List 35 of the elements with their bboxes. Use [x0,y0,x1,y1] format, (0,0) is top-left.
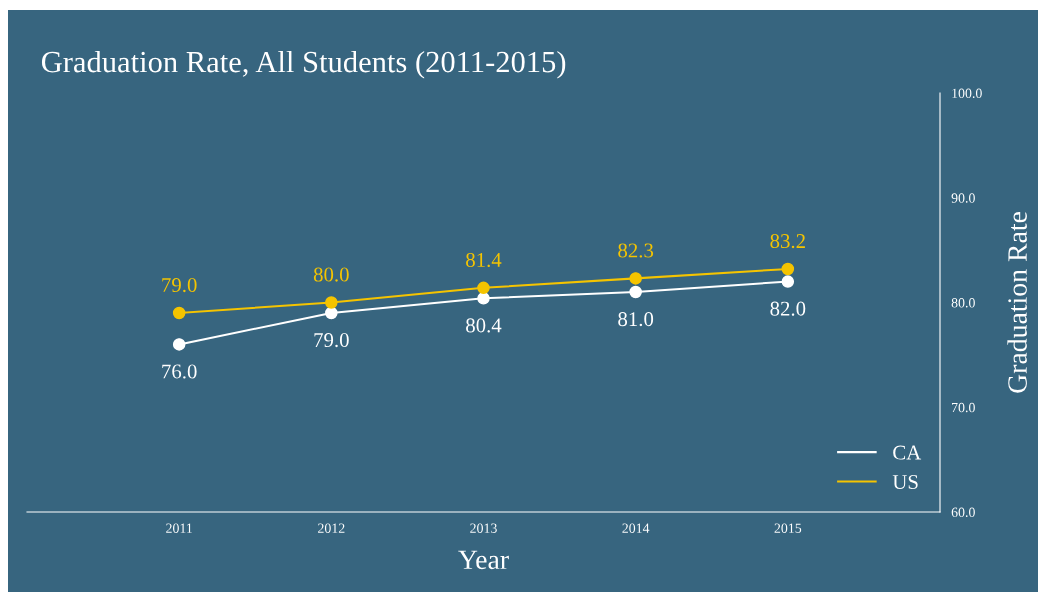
data-label: 81.0 [618,312,654,327]
y-tick-label: 80.0 [951,298,975,308]
point [781,262,795,276]
data-label: 79.0 [314,333,349,348]
x-tick-label: 2015 [774,523,802,533]
y-tick-label: 90.0 [951,193,975,203]
data-label: 80.0 [313,267,349,282]
x-tick-label: 2013 [470,523,497,533]
data-label: 83.2 [770,234,805,249]
x-tick-label: 2014 [622,523,650,533]
chart-title: Graduation Rate, All Students (2011-2015) [41,50,566,79]
data-label: 80.4 [466,318,502,333]
point [325,296,338,309]
point [477,292,490,305]
x-tick-label: 2011 [166,523,192,533]
data-label: 82.3 [618,243,654,258]
point [172,306,186,320]
data-label: 81.4 [466,252,502,268]
data-label: 76.0 [162,364,197,379]
point [325,306,338,320]
x-axis-title: Year [458,550,509,570]
data-label: 79.0 [162,278,197,293]
x-tick-label: 2012 [318,523,345,533]
point [477,281,490,295]
legend-label: CA [893,445,922,460]
y-tick-label: 60.0 [951,507,975,518]
point [172,338,186,351]
y-tick-label: 100.0 [952,88,982,99]
point [629,285,642,299]
data-label: 82.0 [770,301,806,316]
y-axis-title: Graduation Rate [1007,212,1027,393]
legend-label: US [892,475,918,490]
y-tick-label: 70.0 [952,402,975,413]
point [781,275,795,288]
point [629,272,642,285]
